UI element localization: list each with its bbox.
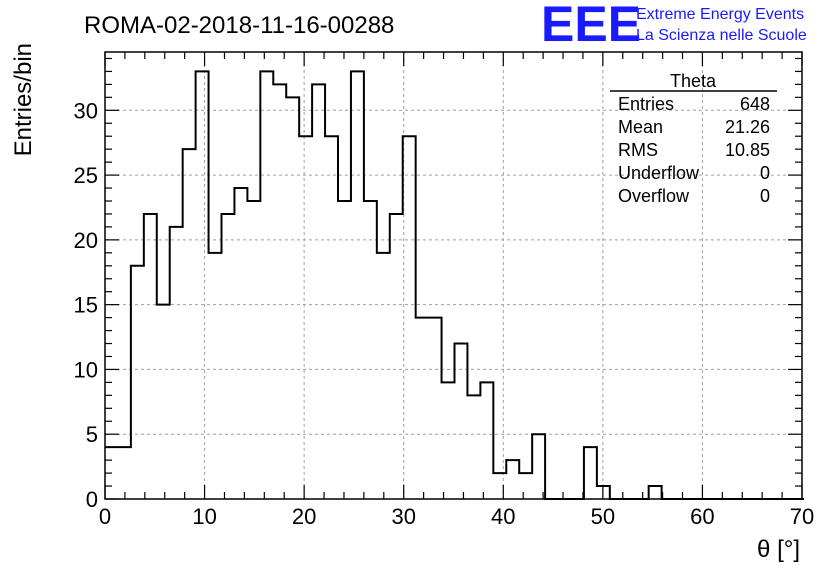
histogram-outline <box>105 70 804 500</box>
plot-frame <box>104 51 803 500</box>
x-tick-label: 10 <box>192 504 216 529</box>
x-tick-label: 70 <box>790 504 814 529</box>
histogram-bin <box>351 71 364 499</box>
histogram-bin <box>584 447 597 499</box>
eee-logo: EEE Extreme Energy Events La Scienza nel… <box>541 0 807 52</box>
histogram-bin <box>532 434 545 499</box>
stats-row-label: Entries <box>618 94 674 114</box>
histogram-bin <box>170 227 183 499</box>
histogram-bin <box>183 149 196 499</box>
histogram-bin <box>519 473 532 499</box>
histogram-bin <box>312 84 325 499</box>
histogram-bin <box>144 214 157 499</box>
x-tick-label: 60 <box>690 504 714 529</box>
stats-title: Theta <box>670 71 717 91</box>
grid-lines <box>105 52 802 499</box>
histogram-bin <box>209 253 222 499</box>
histogram-bin <box>299 136 312 499</box>
histogram-bin <box>649 486 662 499</box>
histogram-bin <box>416 318 429 499</box>
x-axis-title: θ [°] <box>757 536 800 563</box>
histogram-bin <box>403 136 416 499</box>
y-tick-label: 10 <box>74 357 98 382</box>
x-tick-label: 40 <box>491 504 515 529</box>
logo-line-2: La Scienza nelle Scuole <box>636 27 807 44</box>
x-tick-label: 0 <box>99 504 111 529</box>
y-tick-label: 15 <box>74 293 98 318</box>
logo-mark: EEE <box>541 0 641 52</box>
histogram-bin <box>221 214 234 499</box>
y-axis-title: Entries/bin <box>10 43 37 156</box>
histogram-bin <box>286 97 299 499</box>
y-tick-label: 30 <box>74 98 98 123</box>
histogram-bin <box>493 473 506 499</box>
histogram-bin <box>131 266 144 499</box>
histogram-bin <box>196 71 209 499</box>
histogram <box>105 70 804 500</box>
y-tick-label: 5 <box>86 422 98 447</box>
histogram-bin <box>506 460 519 499</box>
stats-row-label: Underflow <box>618 163 700 183</box>
y-tick-label: 0 <box>86 487 98 512</box>
stats-row-value: 0 <box>760 186 770 206</box>
histogram-bin <box>325 136 338 499</box>
histogram-bin <box>467 395 480 499</box>
logo-line-1: Extreme Energy Events <box>636 6 804 23</box>
stats-row-label: Overflow <box>618 186 690 206</box>
stats-row-label: Mean <box>618 117 663 137</box>
stats-row-label: RMS <box>618 140 658 160</box>
y-axis: 0 5 10 15 20 25 30 <box>74 57 802 512</box>
histogram-bin <box>234 188 247 499</box>
x-tick-label: 50 <box>591 504 615 529</box>
histogram-bin <box>338 201 351 499</box>
stats-box: Theta Entries 648 Mean 21.26 RMS 10.85 Underfl… <box>610 71 777 206</box>
histogram-bin <box>377 253 390 499</box>
histogram-bin <box>260 71 273 499</box>
histogram-bin <box>157 305 170 499</box>
histogram-bin <box>247 201 260 499</box>
stats-row-value: 0 <box>760 163 770 183</box>
histogram-bin <box>273 84 286 499</box>
histogram-bin <box>454 344 467 499</box>
histogram-bin <box>429 318 442 499</box>
chart-title: ROMA-02-2018-11-16-00288 <box>84 12 394 39</box>
stats-row-value: 21.26 <box>725 117 770 137</box>
x-tick-label: 20 <box>292 504 316 529</box>
x-axis: 0 10 20 30 40 50 60 70 <box>99 52 814 529</box>
histogram-bin <box>364 201 377 499</box>
x-tick-label: 30 <box>391 504 415 529</box>
y-tick-label: 20 <box>74 228 98 253</box>
histogram-bin <box>118 447 131 499</box>
y-tick-label: 25 <box>74 163 98 188</box>
histogram-bin <box>390 214 403 499</box>
plot-border <box>104 51 803 500</box>
histogram-bin <box>442 382 455 499</box>
stats-row-value: 648 <box>740 94 770 114</box>
histogram-bin <box>480 382 493 499</box>
stats-row-value: 10.85 <box>725 140 770 160</box>
